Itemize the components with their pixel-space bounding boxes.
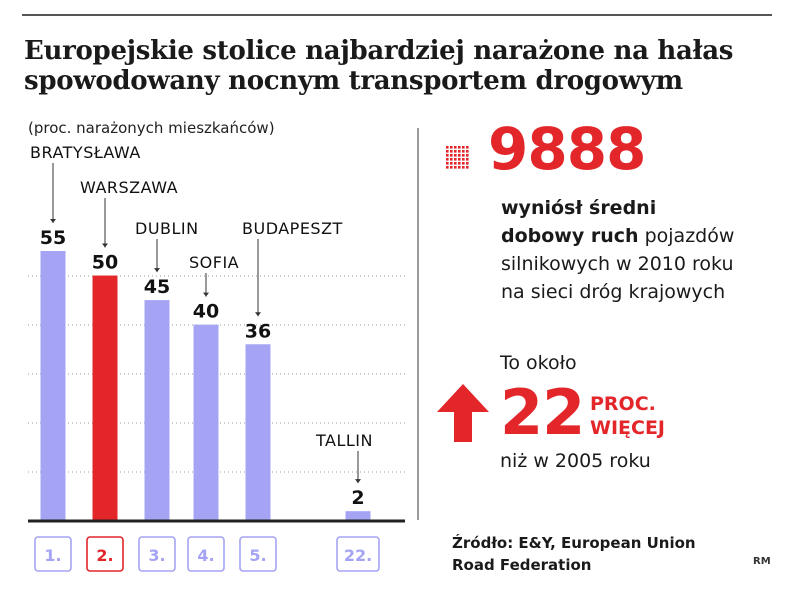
chart-title: Europejskie stolice najbardziej narażone… bbox=[24, 36, 784, 96]
chart-subtitle: (proc. narażonych mieszkańców) bbox=[28, 119, 275, 137]
bar-4 bbox=[193, 324, 219, 521]
value-label-2: 50 bbox=[92, 252, 118, 274]
category-label-6: TALLIN bbox=[315, 431, 373, 450]
stat-desc-line-4: na sieci dróg krajowych bbox=[501, 281, 726, 303]
increase-number: 22 bbox=[500, 376, 585, 449]
stat-description: wyniósł średni dobowy ruch pojazdów siln… bbox=[501, 194, 791, 306]
rank-box-3 bbox=[138, 536, 176, 572]
arrow-up-icon bbox=[437, 384, 489, 442]
rank-box-6 bbox=[336, 536, 380, 572]
rank-label-3: 3. bbox=[148, 546, 165, 565]
rank-label-1: 1. bbox=[44, 546, 61, 565]
title-line-2: spowodowany nocnym transportem drogowym bbox=[24, 66, 683, 96]
value-label-1: 55 bbox=[40, 227, 66, 249]
column-divider bbox=[417, 128, 419, 520]
leader-arrow-3 bbox=[154, 268, 160, 273]
stat-desc-line-3: silnikowych w 2010 roku bbox=[501, 253, 734, 275]
increase-unit-2: WIĘCEJ bbox=[590, 417, 665, 439]
stat-desc-rest-2: pojazdów bbox=[638, 225, 735, 247]
rank-box-4 bbox=[187, 536, 225, 572]
source-line-2: Road Federation bbox=[452, 556, 592, 574]
value-label-4: 40 bbox=[193, 301, 219, 323]
rank-box-1 bbox=[34, 536, 72, 572]
rank-label-4: 4. bbox=[197, 546, 214, 565]
rank-box-2 bbox=[86, 536, 124, 572]
bar-chart: 55 BRATYSŁAWA 1. 50 WARSZAWA 2. 45 DUBLIN 3. 40 SO… bbox=[28, 143, 405, 572]
category-label-1: BRATYSŁAWA bbox=[30, 143, 141, 162]
leader-arrow-2 bbox=[102, 243, 108, 248]
compare-label: niż w 2005 roku bbox=[500, 450, 651, 472]
rank-label-5: 5. bbox=[249, 546, 266, 565]
title-line-1: Europejskie stolice najbardziej narażone… bbox=[24, 36, 734, 66]
top-rule bbox=[22, 14, 772, 16]
value-label-5: 36 bbox=[245, 320, 271, 342]
leader-arrow-1 bbox=[50, 219, 56, 223]
source-line-1: Źródło: E&Y, European Union bbox=[452, 534, 696, 552]
approx-label: To około bbox=[500, 352, 577, 374]
rank-label-2: 2. bbox=[96, 546, 113, 565]
rank-box-5 bbox=[239, 536, 277, 572]
value-label-3: 45 bbox=[144, 276, 170, 298]
leader-arrow-4 bbox=[203, 292, 209, 297]
increase-unit-1: PROC. bbox=[590, 393, 656, 415]
stat-desc-bold-1: wyniósł średni bbox=[501, 197, 657, 219]
value-label-6: 2 bbox=[351, 487, 364, 509]
category-label-5: BUDAPESZT bbox=[242, 219, 343, 238]
rank-label-6: 22. bbox=[344, 546, 372, 565]
bar-5 bbox=[245, 344, 271, 521]
category-label-4: SOFIA bbox=[189, 253, 239, 272]
increase-unit: PROC. WIĘCEJ bbox=[590, 392, 710, 440]
category-label-2: WARSZAWA bbox=[80, 178, 178, 197]
leader-arrow-6 bbox=[355, 479, 361, 484]
bar-6 bbox=[345, 511, 371, 521]
bar-1 bbox=[40, 251, 66, 521]
source-note: Źródło: E&Y, European Union Road Federat… bbox=[452, 532, 752, 576]
dot-grid-icon bbox=[446, 146, 469, 169]
stat-desc-bold-2: dobowy ruch bbox=[501, 225, 639, 247]
leader-arrow-5 bbox=[255, 312, 261, 317]
credit: RM bbox=[753, 556, 771, 567]
big-number: 9888 bbox=[488, 115, 646, 183]
bar-3 bbox=[144, 300, 170, 521]
category-label-3: DUBLIN bbox=[135, 219, 199, 238]
bar-2 bbox=[92, 275, 118, 521]
